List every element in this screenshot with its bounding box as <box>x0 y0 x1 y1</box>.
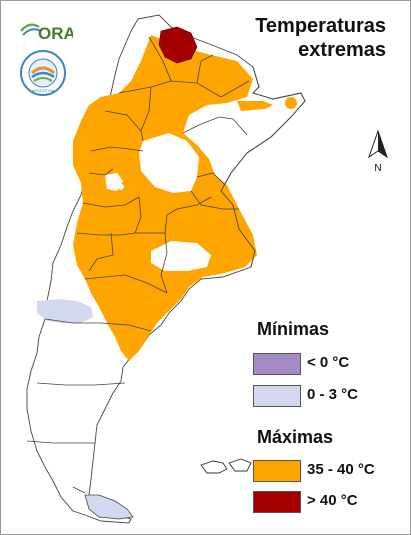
seal-text: ARGENTINA <box>31 88 55 93</box>
seal-logo: ARGENTINA <box>20 50 66 96</box>
province-boundaries <box>26 36 250 494</box>
legend-label-35-40: 35 - 40 °C <box>307 461 375 478</box>
title-line-1: Temperaturas <box>255 15 386 37</box>
unaffected-spot <box>118 184 124 190</box>
unaffected-interior-1 <box>139 133 199 193</box>
legend-swatch-35-40 <box>253 460 301 482</box>
cold-region <box>37 299 93 323</box>
north-arrow-icon: N <box>368 129 388 174</box>
heat-region-east <box>237 101 273 111</box>
legend-label-zero-three: 0 - 3 °C <box>307 386 359 403</box>
malvinas-islands <box>200 458 252 474</box>
heat-spot-misiones <box>285 97 297 109</box>
legend-label-below-zero: < 0 °C <box>307 354 350 371</box>
legend-swatch-zero-three <box>253 385 301 407</box>
heat-region-main <box>73 35 257 361</box>
legend-maximas-title: Máximas <box>257 427 334 447</box>
ora-logo-text: ORA <box>38 24 73 43</box>
coastline <box>220 66 306 268</box>
unaffected-interior-2 <box>151 241 211 271</box>
legend-swatch-below-zero <box>253 353 301 375</box>
extreme-heat-region <box>158 26 198 64</box>
tierra-del-fuego <box>84 494 134 520</box>
legend-label-above-40: > 40 °C <box>307 492 358 509</box>
title-line-2: extremas <box>298 39 386 61</box>
ora-logo: ORA <box>20 23 73 43</box>
north-label: N <box>374 163 381 174</box>
legend-minimas-title: Mínimas <box>257 319 330 339</box>
legend-swatch-above-40 <box>253 491 301 513</box>
